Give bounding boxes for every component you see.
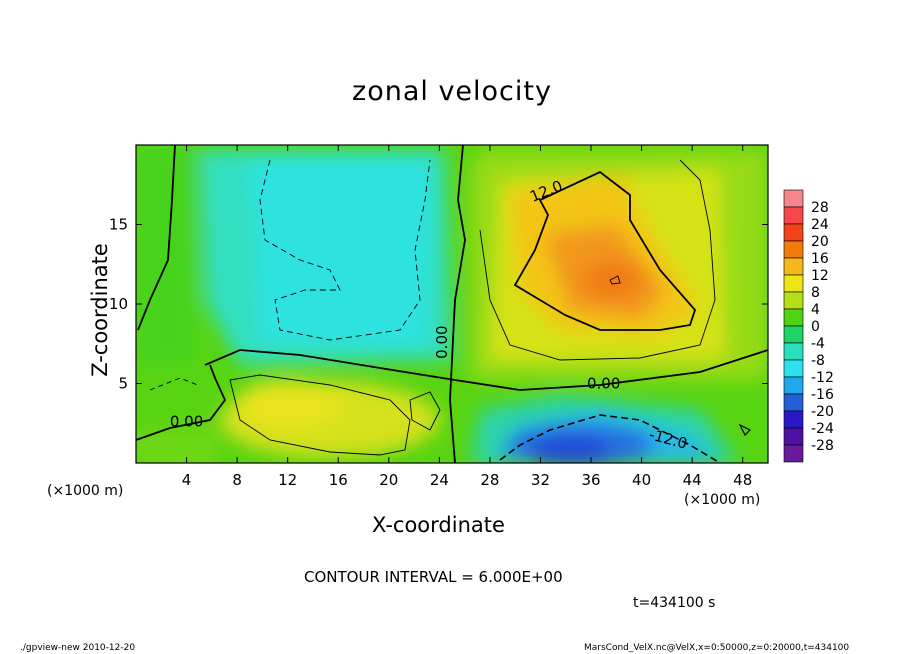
chart-title: zonal velocity: [352, 76, 552, 107]
colorbar-label: -16: [811, 387, 834, 403]
colorbar-label: -4: [811, 336, 825, 352]
colorbar-swatch: [783, 291, 804, 310]
colorbar-label: -24: [811, 421, 834, 437]
x-tick-label: 20: [379, 471, 398, 489]
colorbar-label: 12: [811, 268, 829, 284]
contour-interval-note: CONTOUR INTERVAL = 6.000E+00: [304, 568, 563, 586]
heatmap-field: [136, 145, 768, 463]
time-stamp: t=434100 s: [633, 595, 716, 611]
y-tick-label: 10: [109, 295, 128, 313]
colorbar-label: 16: [811, 251, 829, 267]
colorbar-label: -8: [811, 353, 825, 369]
colorbar-swatch: [783, 223, 804, 242]
x-unit-left: (×1000 m): [47, 483, 124, 499]
contour-label: 0.00: [587, 374, 620, 392]
colorbar-label: -20: [811, 404, 834, 420]
colorbar-swatch: [783, 427, 804, 446]
y-tick-label: 15: [109, 216, 128, 234]
contour-label: 0.00: [433, 325, 451, 358]
x-tick-label: 48: [733, 471, 752, 489]
colorbar-swatch: [783, 393, 804, 412]
colorbar-swatch: [783, 444, 804, 463]
x-tick-label: 32: [531, 471, 550, 489]
y-tick-label: 5: [118, 375, 128, 393]
colorbar-label: 0: [811, 319, 820, 335]
x-tick-label: 24: [430, 471, 449, 489]
colorbar-label: 4: [811, 302, 820, 318]
colorbar-swatch: [783, 308, 804, 327]
colorbar-label: -28: [811, 438, 834, 454]
colorbar-label: -12: [811, 370, 834, 386]
x-tick-label: 28: [480, 471, 499, 489]
x-tick-label: 16: [329, 471, 348, 489]
x-tick-label: 40: [632, 471, 651, 489]
colorbar-label: 24: [811, 217, 829, 233]
colorbar-swatch: [783, 257, 804, 276]
colorbar-swatch: [783, 206, 804, 225]
x-tick-label: 8: [232, 471, 242, 489]
colorbar-swatch: [783, 325, 804, 344]
colorbar-label: 20: [811, 234, 829, 250]
x-tick-label: 44: [683, 471, 702, 489]
x-tick-label: 12: [278, 471, 297, 489]
colorbar-swatch: [783, 189, 804, 208]
x-unit-right: (×1000 m): [684, 492, 761, 508]
y-axis-label: Z-coordinate: [88, 243, 112, 377]
x-axis-label-text: X-coordinate: [372, 513, 505, 537]
colorbar-swatch: [783, 410, 804, 429]
colorbar-swatch: [783, 342, 804, 361]
colorbar-swatch: [783, 376, 804, 395]
contour-label: 0.00: [170, 412, 203, 430]
footer-right: MarsCond_VelX.nc@VelX,x=0:50000,z=0:2000…: [584, 643, 850, 653]
colorbar-swatch: [783, 240, 804, 259]
colorbar-label: 8: [811, 285, 820, 301]
colorbar-label: 28: [811, 200, 829, 216]
x-tick-label: 36: [581, 471, 600, 489]
footer-left: ./gpview-new 2010-12-20: [20, 643, 136, 653]
x-tick-label: 4: [182, 471, 192, 489]
colorbar-swatch: [783, 274, 804, 293]
colorbar-swatch: [783, 359, 804, 378]
